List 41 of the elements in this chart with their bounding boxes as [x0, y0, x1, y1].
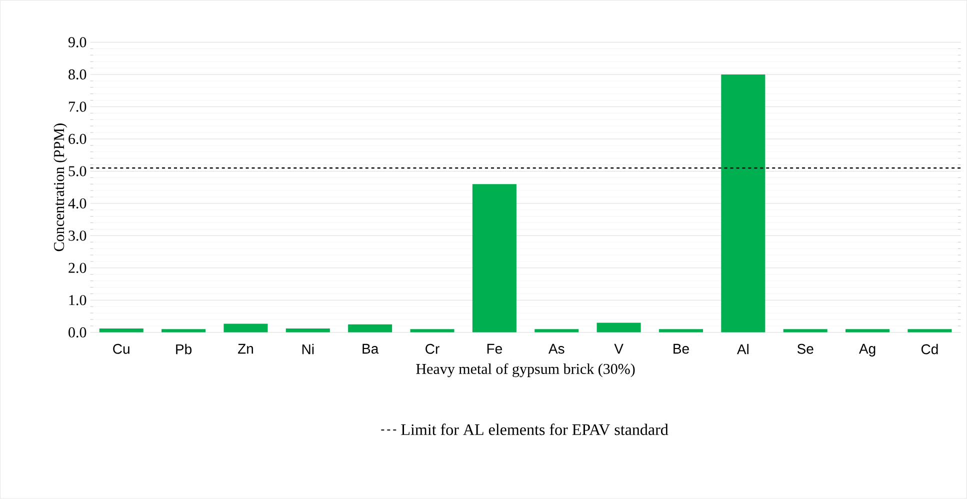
x-tick-label: Pb — [176, 344, 192, 354]
y-tick-label: 1.0 — [69, 295, 86, 306]
y-tick-label: 9.0 — [68, 37, 86, 48]
x-axis-title: Heavy metal of gypsum brick (30%) — [416, 363, 635, 378]
bar — [846, 329, 890, 333]
bar — [721, 74, 766, 333]
x-tick-label: Be — [674, 344, 689, 354]
bar — [99, 328, 144, 333]
y-tick-label: 8.0 — [68, 70, 86, 80]
x-tick-label: Fe — [487, 344, 502, 354]
bar — [783, 329, 828, 333]
bar — [534, 329, 579, 333]
bar — [472, 184, 516, 333]
y-tick-label: 2.0 — [68, 262, 86, 274]
x-tick-label: Se — [797, 344, 814, 354]
bar — [286, 328, 330, 333]
x-tick-label: Ag — [858, 344, 876, 357]
bar — [658, 329, 703, 333]
y-tick-label: 4.0 — [68, 198, 86, 209]
x-tick-label: Ni — [302, 344, 314, 354]
bar — [410, 329, 454, 333]
y-axis-title: Concentration (PPM) — [54, 124, 68, 252]
y-tick-label: 7.0 — [68, 102, 86, 112]
y-tick-label: 5.0 — [68, 166, 86, 176]
x-tick-label: Zn — [238, 344, 253, 354]
x-tick-label: Cr — [426, 344, 440, 354]
x-tick-label: Cu — [113, 344, 130, 354]
x-tick-label: Ba — [362, 344, 379, 354]
y-tick-label: 3.0 — [68, 230, 86, 241]
y-tick-label: 0.0 — [68, 327, 86, 338]
y-tick-label: 6.0 — [68, 134, 86, 144]
bar — [348, 324, 392, 333]
x-tick-label: Cd — [921, 344, 938, 354]
x-tick-label: V — [614, 344, 624, 354]
bar — [908, 329, 952, 333]
legend-label: Limit for AL elements for EPAV standard — [401, 424, 668, 436]
bar — [224, 324, 268, 333]
x-tick-label: As — [548, 344, 564, 354]
bar — [596, 322, 641, 333]
x-tick-label: Al — [736, 344, 748, 354]
bar — [162, 329, 206, 333]
